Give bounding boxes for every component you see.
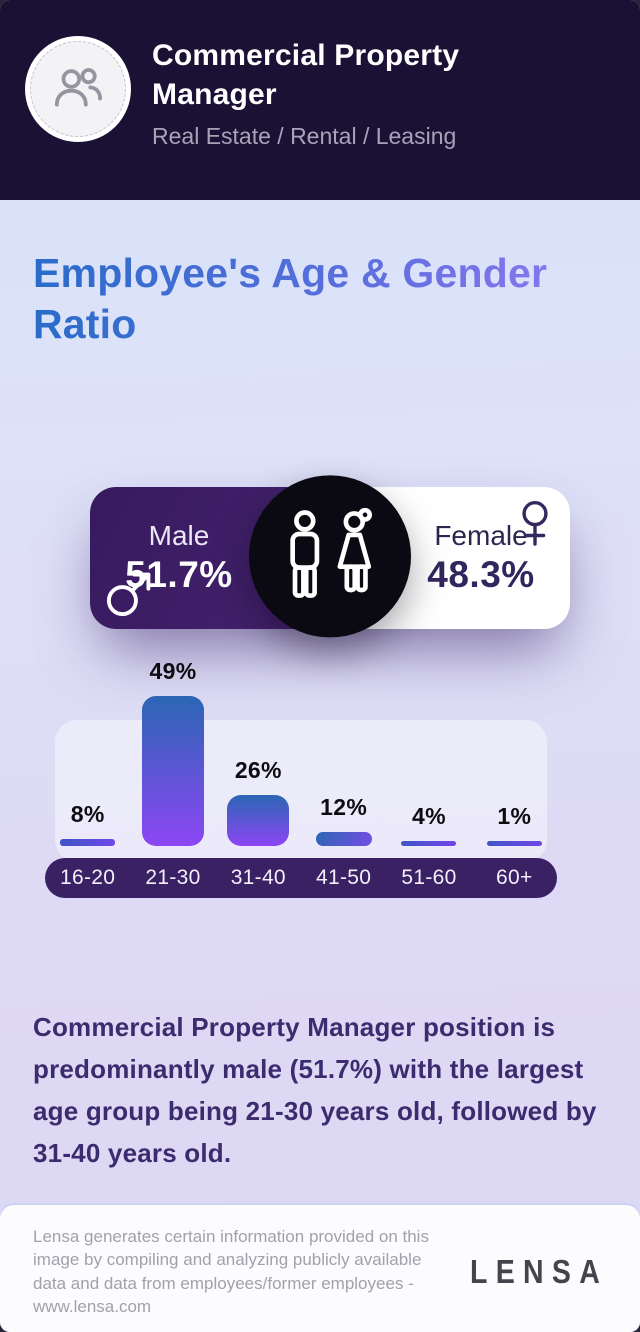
male-symbol-icon: [104, 567, 156, 619]
summary-text: Commercial Property Manager position is …: [33, 1012, 597, 1168]
bar-value-label: 4%: [412, 803, 446, 829]
bar-column: 12%: [301, 648, 386, 846]
footer: Lensa generates certain information prov…: [0, 1205, 640, 1332]
female-symbol-icon: [516, 499, 554, 553]
section-title: Employee's Age & Gender Ratio: [33, 248, 609, 350]
age-group-label: 21-30: [145, 866, 201, 889]
age-group-label: 60+: [496, 866, 533, 889]
chart-backdrop: [55, 720, 547, 862]
age-group-label: 31-40: [230, 866, 286, 889]
age-axis-pill: 16-20 21-30 31-40 41-50 51-60 60+: [45, 858, 557, 898]
lensa-logo: LENSA: [469, 1252, 608, 1290]
bars-row: 8% 49% 26% 12% 4% 1%: [45, 648, 557, 846]
age-group-label: 41-50: [316, 866, 372, 889]
man-woman-icon: [249, 475, 411, 638]
bar: [315, 832, 372, 846]
female-value: 48.3%: [427, 554, 535, 595]
bar: [401, 841, 457, 846]
avatar: [30, 41, 126, 137]
bar-column: 49%: [130, 648, 215, 846]
bar: [60, 839, 116, 846]
age-bar-chart: 8% 49% 26% 12% 4% 1% 16-20 21-30 31-40 41-50 51-6…: [45, 648, 557, 898]
bar-value-label: 12%: [320, 794, 368, 820]
bar-value-label: 1%: [497, 803, 532, 829]
age-group-label: 51-60: [401, 866, 457, 889]
bar: [227, 795, 290, 846]
bar-value-label: 26%: [234, 757, 282, 783]
male-label: Male: [148, 520, 210, 551]
bar-column: 1%: [472, 648, 557, 846]
female-label: Female: [434, 520, 528, 551]
bar: [141, 696, 204, 846]
bar-value-label: 49%: [149, 658, 197, 684]
job-title: Commercial Property Manager: [152, 39, 460, 111]
age-group-label: 16-20: [60, 866, 116, 889]
job-subtitle: Real Estate / Rental / Leasing: [152, 123, 457, 149]
people-icon: [54, 68, 102, 107]
disclaimer-text: Lensa generates certain information prov…: [33, 1226, 429, 1317]
bar-column: 8%: [45, 648, 130, 846]
bar: [486, 841, 542, 846]
bar-column: 26%: [216, 648, 301, 846]
bar-value-label: 8%: [70, 801, 105, 827]
header-text: Commercial Property Manager Real Estate …: [152, 36, 612, 150]
header: Commercial Property Manager Real Estate …: [0, 0, 640, 200]
gender-ratio-card: Male 51.7% Female 48.3%: [90, 475, 570, 638]
bar-column: 4%: [386, 648, 471, 846]
